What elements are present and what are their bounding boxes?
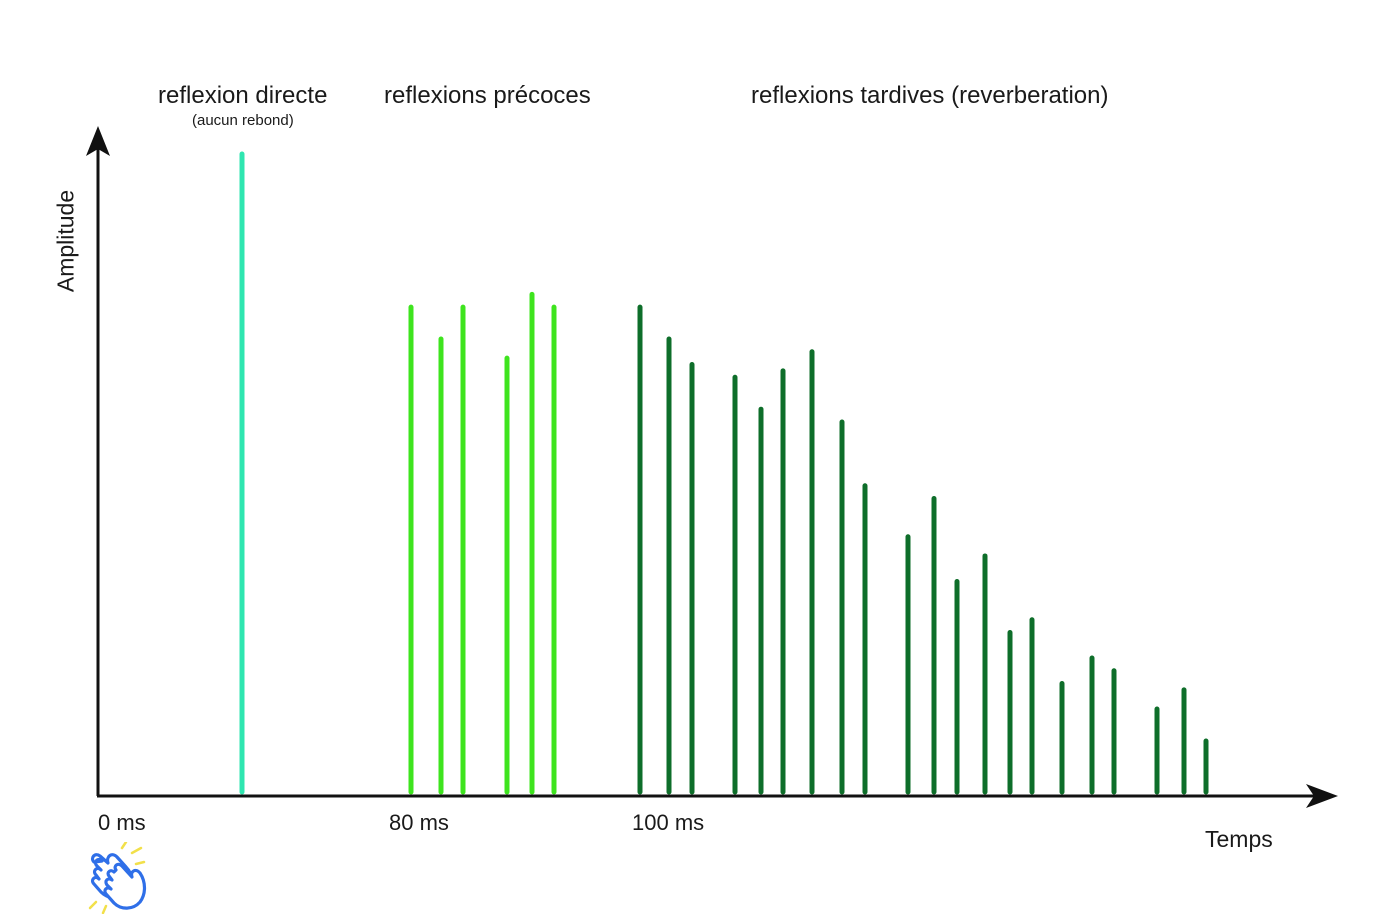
direct-reflection-sublabel: (aucun rebond) [192,112,294,129]
x-axis-arrowhead [1306,784,1338,808]
y-axis-arrowhead [86,126,110,156]
late-reflections-label: reflexions tardives (reverberation) [751,82,1109,109]
clap-sparks [88,842,146,914]
clapping-hands-icon [88,842,147,914]
x-axis-label: Temps [1205,826,1273,852]
direct-reflection-label: reflexion directe [158,82,328,109]
tick-label-0ms: 0 ms [98,810,146,835]
late-reflection-bars [637,304,1209,795]
early-reflection-bars [408,291,557,795]
early-reflections-label: reflexions précoces [384,82,591,109]
tick-label-100ms: 100 ms [632,810,705,835]
clap-hands [90,853,147,910]
y-axis-label: Amplitude [52,189,79,293]
tick-label-80ms: 80 ms [389,810,449,835]
